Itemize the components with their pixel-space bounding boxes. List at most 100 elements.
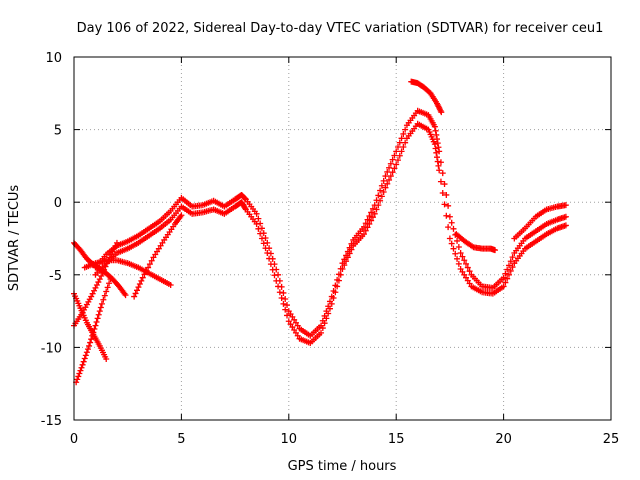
data-point	[145, 264, 152, 271]
data-point	[366, 212, 373, 219]
data-point	[396, 139, 403, 146]
data-point	[91, 287, 98, 294]
data-point	[80, 358, 87, 365]
data-point	[369, 205, 376, 212]
data-point	[82, 352, 89, 359]
data-point	[326, 305, 333, 312]
data-point	[334, 283, 341, 290]
data-point	[366, 220, 373, 227]
data-point	[373, 206, 380, 213]
data-point	[432, 145, 439, 152]
data-point	[92, 284, 99, 291]
data-point	[253, 210, 260, 217]
data-point	[89, 332, 96, 339]
data-point	[507, 267, 514, 274]
data-point	[276, 289, 283, 296]
data-point	[264, 250, 271, 257]
data-point	[454, 237, 461, 244]
data-point	[378, 182, 385, 189]
data-point	[273, 277, 280, 284]
data-point	[323, 315, 330, 322]
data-point	[509, 264, 516, 271]
data-point	[386, 176, 393, 183]
data-point	[88, 336, 95, 343]
data-point	[325, 310, 332, 317]
data-point	[368, 209, 375, 216]
data-point	[402, 139, 409, 146]
y-tick-label: -10	[41, 341, 62, 356]
y-tick-label: -5	[49, 269, 62, 284]
data-point	[328, 300, 335, 307]
data-point	[284, 312, 291, 319]
y-tick-label: -15	[41, 414, 62, 429]
data-point	[78, 364, 85, 371]
data-point	[330, 295, 337, 302]
data-points	[71, 78, 569, 386]
data-point	[321, 320, 328, 327]
data-point	[360, 231, 367, 238]
data-point	[98, 273, 105, 280]
data-point	[275, 283, 282, 290]
data-point	[454, 255, 461, 262]
x-tick-label: 15	[388, 432, 405, 447]
data-point	[94, 315, 101, 322]
data-point	[282, 296, 289, 302]
data-point	[131, 293, 138, 300]
data-point	[364, 224, 371, 231]
data-point	[466, 268, 473, 275]
data-point	[258, 235, 265, 242]
data-point	[382, 184, 389, 191]
data-point	[84, 346, 91, 353]
data-point	[398, 135, 405, 142]
data-point	[377, 187, 384, 194]
data-point	[346, 250, 353, 257]
data-point	[113, 239, 120, 246]
data-point	[434, 140, 441, 147]
data-point	[138, 277, 145, 284]
series-start-4	[73, 276, 114, 386]
data-point	[95, 311, 102, 318]
data-point	[446, 235, 453, 242]
data-point	[103, 356, 110, 363]
data-point	[400, 130, 407, 137]
data-point	[441, 181, 448, 188]
data-point	[380, 177, 387, 184]
data-point	[394, 157, 401, 164]
data-point	[139, 274, 146, 281]
data-point	[434, 154, 441, 161]
data-point	[387, 160, 394, 167]
x-tick-label: 25	[603, 432, 620, 447]
data-point	[93, 281, 100, 288]
data-point	[335, 277, 342, 284]
data-point	[266, 255, 273, 262]
data-point	[77, 367, 84, 374]
x-axis-label: GPS time / hours	[288, 459, 397, 474]
data-point	[148, 257, 155, 264]
data-point	[562, 213, 569, 220]
data-point	[132, 290, 139, 297]
data-point	[396, 152, 403, 159]
data-point	[445, 202, 452, 209]
data-point	[439, 170, 446, 177]
data-point	[343, 258, 350, 265]
data-point	[339, 265, 346, 272]
axis-ticks: 0 5 10 15 20 25 -15 -10 -5 0 5 10	[41, 51, 620, 447]
data-point	[437, 159, 444, 166]
data-point	[90, 329, 97, 336]
series-start-3	[71, 239, 120, 329]
data-point	[262, 245, 269, 252]
series-branch-end	[511, 202, 569, 242]
data-point	[438, 109, 445, 116]
data-point	[267, 261, 274, 268]
chart-title: Day 106 of 2022, Sidereal Day-to-day VTE…	[77, 21, 604, 36]
data-point	[433, 131, 440, 138]
data-point	[507, 258, 514, 265]
data-point	[178, 212, 185, 219]
data-point	[384, 168, 391, 175]
data-point	[122, 292, 129, 299]
data-point	[93, 318, 100, 325]
data-point	[257, 230, 264, 237]
data-point	[433, 149, 440, 156]
data-point	[441, 201, 448, 208]
